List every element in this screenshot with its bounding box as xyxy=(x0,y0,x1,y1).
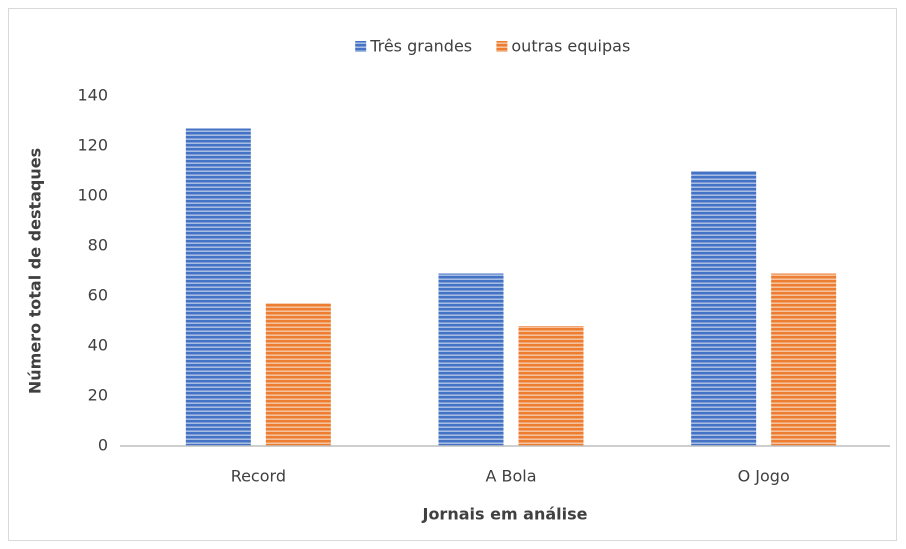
x-axis-title: Jornais em análise xyxy=(421,505,587,524)
legend-label: Três grandes xyxy=(369,37,472,56)
y-tick-label: 60 xyxy=(88,286,108,305)
bar xyxy=(185,128,251,446)
bar xyxy=(438,273,504,446)
legend-label: outras equipas xyxy=(511,37,630,56)
y-tick-label: 120 xyxy=(77,136,108,155)
bar xyxy=(771,273,837,446)
legend-swatch xyxy=(496,41,508,52)
bar xyxy=(691,171,757,446)
y-axis-title: Número total de destaques xyxy=(26,148,45,394)
y-tick-label: 80 xyxy=(88,236,108,255)
bar xyxy=(518,326,584,446)
legend-swatch xyxy=(355,41,367,52)
x-tick-label: O Jogo xyxy=(738,467,790,486)
legend: Três grandes outras equipas xyxy=(355,37,630,56)
bar xyxy=(265,303,331,446)
x-tick-label: A Bola xyxy=(485,467,536,486)
y-tick-label: 20 xyxy=(88,386,108,405)
y-tick-label: 140 xyxy=(77,86,108,105)
y-tick-label: 100 xyxy=(77,186,108,205)
y-tick-label: 0 xyxy=(98,436,108,455)
x-tick-label: Record xyxy=(231,467,286,486)
y-tick-label: 40 xyxy=(88,336,108,355)
